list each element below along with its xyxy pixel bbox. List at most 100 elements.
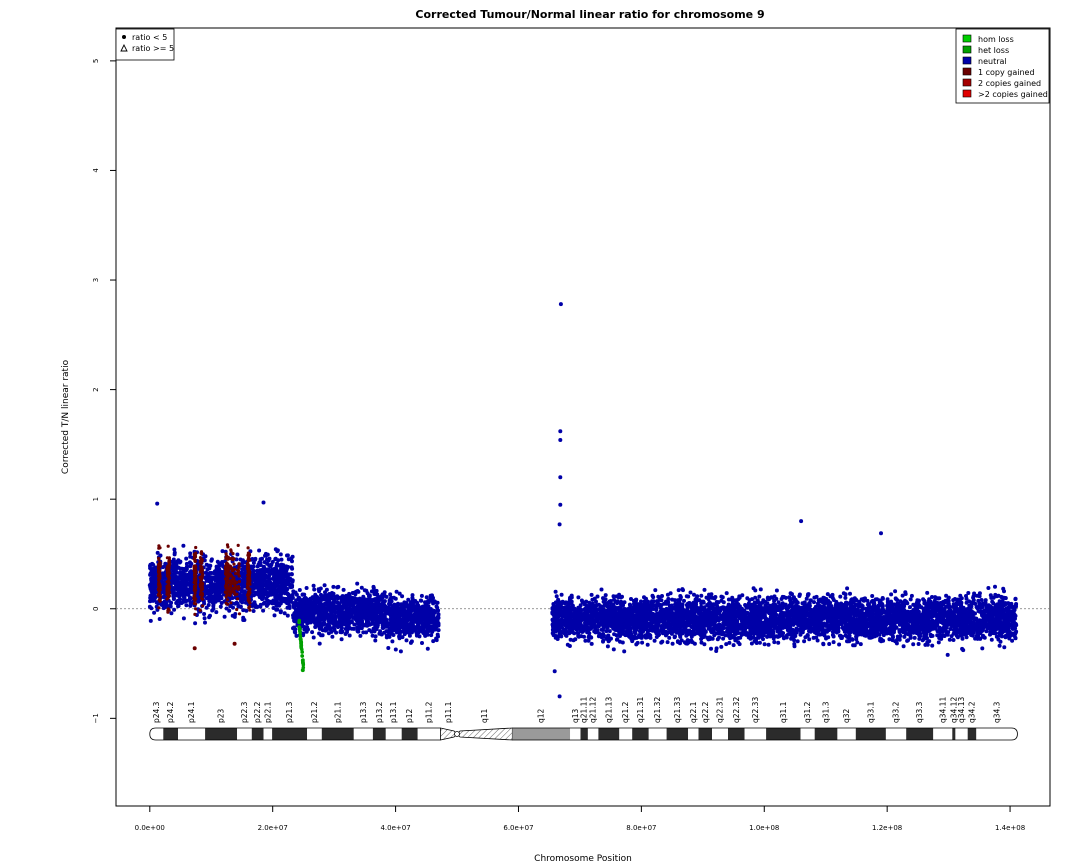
data-point — [352, 622, 357, 627]
data-point — [274, 579, 279, 584]
data-point — [241, 580, 246, 585]
data-point — [285, 582, 290, 587]
data-point — [240, 600, 245, 605]
data-point — [365, 609, 370, 614]
data-point — [434, 604, 439, 609]
data-point — [290, 566, 295, 571]
data-point — [337, 616, 342, 621]
data-point — [184, 598, 189, 603]
data-point — [330, 621, 335, 626]
data-point — [188, 551, 193, 556]
data-point — [369, 599, 374, 604]
data-point — [357, 596, 362, 601]
data-point — [346, 607, 351, 612]
data-point — [318, 600, 323, 605]
data-point — [181, 616, 186, 621]
data-point — [291, 604, 296, 609]
data-point — [212, 587, 217, 592]
data-point — [265, 568, 270, 572]
data-point — [260, 570, 265, 575]
data-point — [204, 596, 209, 601]
data-point — [275, 548, 280, 553]
data-point — [311, 601, 316, 606]
data-point — [160, 565, 165, 570]
data-point — [291, 615, 296, 620]
data-point — [355, 581, 360, 586]
data-point — [370, 629, 375, 633]
data-point — [302, 592, 307, 597]
data-point — [373, 638, 378, 643]
data-point — [214, 568, 219, 573]
data-point — [277, 603, 282, 608]
data-point — [272, 584, 277, 588]
data-point — [188, 560, 192, 565]
data-point — [275, 572, 280, 577]
data-point — [238, 604, 243, 609]
data-point — [180, 582, 185, 586]
data-point — [311, 635, 316, 640]
data-point — [189, 569, 194, 574]
data-point — [261, 601, 266, 606]
data-point — [403, 601, 408, 606]
data-point — [169, 600, 174, 605]
data-point — [358, 633, 363, 638]
data-point — [294, 598, 299, 603]
data-point — [273, 595, 278, 600]
data-point — [312, 587, 317, 592]
data-point — [426, 608, 431, 612]
data-point — [151, 575, 156, 579]
data-point — [227, 608, 232, 613]
data-point — [346, 599, 351, 604]
data-point — [241, 573, 246, 578]
data-point — [381, 599, 386, 604]
data-point — [188, 603, 193, 608]
data-point — [253, 605, 258, 609]
data-point — [396, 603, 400, 608]
data-point — [327, 616, 332, 621]
data-point — [402, 632, 407, 637]
data-point — [273, 598, 278, 603]
data-point — [282, 591, 287, 596]
data-point — [319, 633, 323, 638]
data-point — [757, 594, 762, 599]
data-point — [421, 631, 426, 635]
data-point — [355, 615, 360, 620]
data-point — [350, 591, 355, 595]
data-point — [155, 550, 160, 555]
data-point — [176, 558, 181, 563]
data-point — [319, 618, 323, 622]
data-point — [241, 608, 246, 613]
data-point — [331, 584, 336, 589]
data-point — [325, 623, 330, 628]
data-point — [425, 627, 430, 632]
data-point — [378, 629, 383, 634]
data-point — [222, 614, 227, 619]
data-point — [160, 580, 165, 585]
data-point — [936, 640, 941, 645]
data-point — [148, 571, 153, 576]
data-point — [409, 618, 414, 623]
data-point — [166, 604, 171, 609]
data-point — [324, 606, 329, 611]
data-point — [374, 599, 379, 604]
data-point — [325, 612, 329, 616]
data-point — [291, 626, 296, 631]
data-point — [304, 607, 308, 611]
data-point — [169, 611, 174, 616]
data-point — [311, 583, 316, 588]
data-point — [339, 622, 344, 626]
data-point — [417, 607, 422, 612]
data-point — [172, 552, 177, 557]
data-point — [305, 621, 310, 626]
data-point — [322, 583, 327, 588]
data-point — [218, 580, 222, 585]
data-point — [282, 611, 287, 616]
data-point — [426, 613, 431, 618]
data-point — [318, 613, 323, 618]
data-point — [364, 603, 369, 608]
data-point — [365, 618, 369, 623]
data-point — [307, 613, 311, 618]
data-point — [292, 629, 297, 634]
data-point — [346, 619, 351, 624]
data-point — [328, 593, 333, 598]
